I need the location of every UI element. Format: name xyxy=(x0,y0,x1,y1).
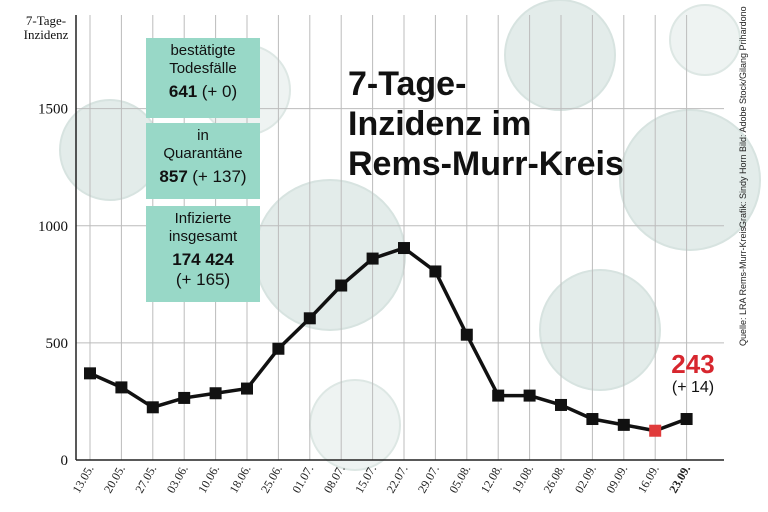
y-axis-label: 7-Tage-Inzidenz xyxy=(23,13,69,42)
data-point xyxy=(303,312,316,325)
data-point xyxy=(84,367,96,380)
chart-axes xyxy=(75,15,724,461)
credit-photo: Bild: Adobe Stock/Gilang Prihardono xyxy=(738,6,748,152)
x-tick-label: 25.06. xyxy=(258,463,285,496)
x-tick-label: 01.07. xyxy=(289,463,316,496)
data-point xyxy=(335,279,348,292)
x-tick-label: 18.06. xyxy=(226,463,253,496)
infected-label-line-2: insgesamt xyxy=(168,228,238,245)
data-point xyxy=(586,413,599,426)
y-tick-label: 500 xyxy=(46,336,69,352)
infected-value: 174 424 xyxy=(172,250,234,269)
y-tick-label: 0 xyxy=(61,453,69,469)
data-point xyxy=(272,342,285,355)
x-tick-label: 13.05. xyxy=(69,463,96,496)
latest-value-annotation: 243 (+ 14) xyxy=(662,350,724,398)
deaths-label-line-2: Todesfälle xyxy=(169,60,237,77)
x-tick-label: 20.05. xyxy=(101,463,128,496)
chart-title: 7-Tage- Inzidenz im Rems-Murr-Kreis xyxy=(348,64,624,184)
deaths-value: 641 xyxy=(168,82,198,101)
x-tick-label: 09.09. xyxy=(603,463,630,496)
data-point xyxy=(209,387,222,400)
quarantine-change: (+ 137) xyxy=(192,167,247,186)
data-point xyxy=(429,265,442,278)
x-tick-label: 27.05. xyxy=(132,463,159,496)
x-tick-label: 08.07. xyxy=(321,463,348,496)
data-point xyxy=(146,401,159,414)
data-point xyxy=(241,382,253,395)
x-tick-label: 15.07. xyxy=(352,463,379,496)
quarantine-box: in Quarantäne 857 (+ 137) xyxy=(146,123,260,199)
x-tick-label: 26.08. xyxy=(540,463,567,496)
quarantine-value: 857 xyxy=(159,167,188,186)
data-point xyxy=(398,242,410,255)
data-point xyxy=(555,398,567,411)
data-point xyxy=(460,328,473,341)
deaths-box: bestätigte Todesfälle 641 (+ 0) xyxy=(146,38,260,118)
quarantine-label-line-1: in xyxy=(197,127,209,144)
title-line-3: Rems-Murr-Kreis xyxy=(348,145,624,183)
data-point xyxy=(617,418,630,431)
series-incidence xyxy=(84,242,693,437)
credit-graphic: Grafik: Sindy Horn xyxy=(738,154,748,228)
x-tick-label: 10.06. xyxy=(195,463,222,496)
deaths-label-line-1: bestätigte xyxy=(170,42,236,59)
x-tick-label: 03.06. xyxy=(164,463,191,496)
x-tick-label: 16.09. xyxy=(635,463,662,496)
data-point xyxy=(523,389,536,402)
deaths-change: (+ 0) xyxy=(201,82,238,101)
x-tick-label: 22.07. xyxy=(383,463,410,496)
x-tick-label: 29.07. xyxy=(415,463,442,496)
credit-source: Quelle: LRA Rems-Murr-Kreis xyxy=(738,226,748,346)
data-point xyxy=(115,381,128,394)
title-line-1: 7-Tage- xyxy=(348,65,467,103)
infected-box: Infizierte insgesamt 174 424 (+ 165) xyxy=(146,206,260,302)
data-point xyxy=(680,413,693,426)
data-point xyxy=(492,389,505,402)
latest-change: (+ 14) xyxy=(671,379,715,396)
y-tick-label: 1000 xyxy=(38,219,68,235)
highlight-point xyxy=(649,424,662,437)
x-tick-label: 23.09. xyxy=(666,463,693,496)
x-tick-label: 12.08. xyxy=(478,463,505,496)
latest-value: 243 xyxy=(671,349,715,379)
title-line-2: Inzidenz im xyxy=(348,105,532,143)
x-tick-label: 02.09. xyxy=(572,463,599,496)
data-point xyxy=(178,391,191,404)
x-tick-label: 19.08. xyxy=(509,463,536,496)
x-tick-labels: 13.05. 20.05. 27.05. 03.06. 10.06. 18.06. 25.0… xyxy=(69,463,693,496)
y-tick-labels: 0 500 1000 1500 xyxy=(38,102,68,469)
data-point xyxy=(366,252,379,265)
quarantine-label-line-2: Quarantäne xyxy=(163,145,243,162)
x-tick-label: 05.08. xyxy=(446,463,473,496)
y-tick-label: 1500 xyxy=(38,102,68,118)
infected-label-line-1: Infizierte xyxy=(174,210,232,227)
infected-change: (+ 165) xyxy=(175,270,231,289)
